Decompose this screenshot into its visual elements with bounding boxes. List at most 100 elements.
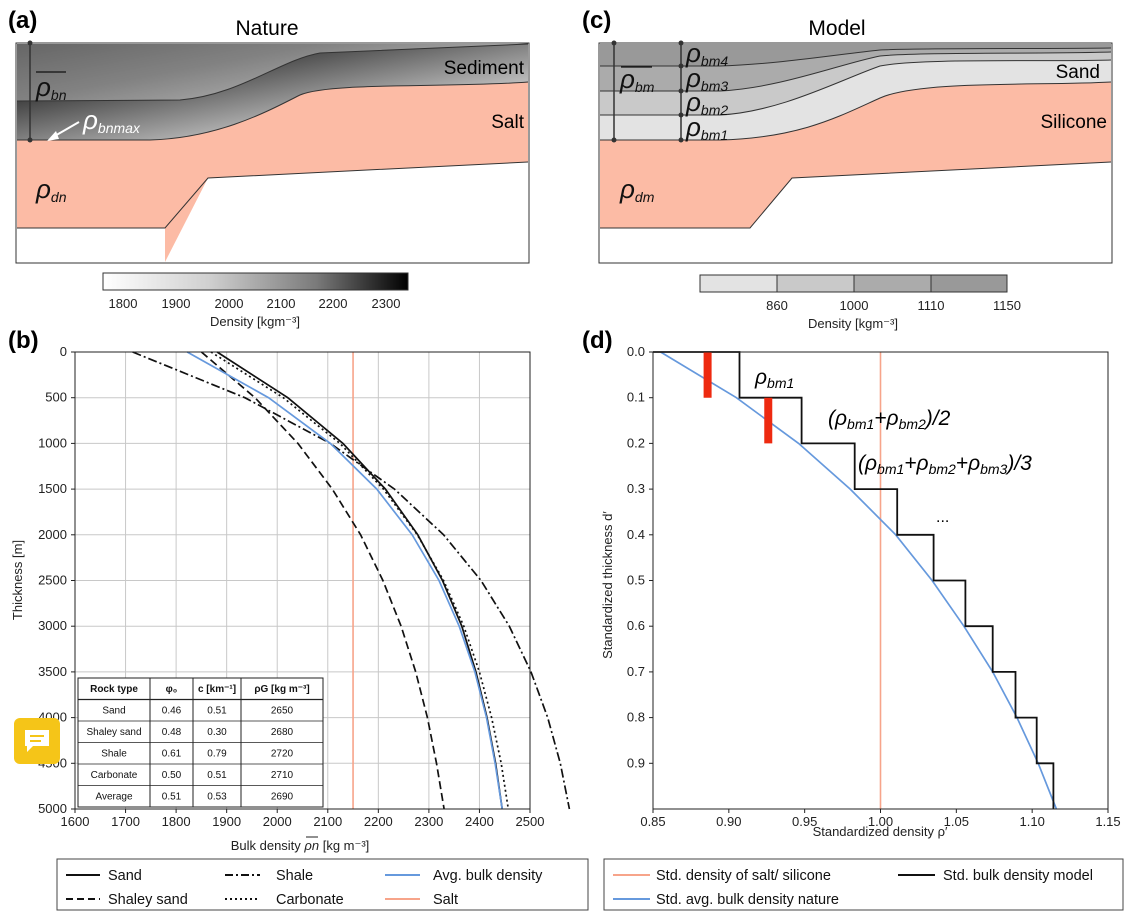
table-cell: Carbonate bbox=[91, 770, 138, 781]
d-xtick-label: 0.95 bbox=[792, 814, 817, 829]
b-xlabel: Bulk density ρn [kg m⁻³] bbox=[231, 838, 370, 853]
sand-layer-4 bbox=[600, 44, 1111, 66]
rho-bm4-label: ρbm4 bbox=[685, 38, 728, 69]
basement-line-model bbox=[600, 161, 1112, 229]
cbar-step bbox=[776, 274, 855, 293]
nature-colorbar-ticks: 1800 1900 2000 2100 2200 2300 bbox=[109, 296, 401, 311]
d-ytick-label: 0.5 bbox=[627, 573, 645, 588]
table-cell: 0.61 bbox=[162, 749, 182, 760]
bar-dot bbox=[678, 88, 684, 94]
bar-dot bbox=[678, 63, 684, 69]
thickness-bar-bottom bbox=[27, 137, 33, 143]
b-xtick-label: 1900 bbox=[212, 814, 241, 829]
salt-label: Salt bbox=[491, 112, 524, 133]
d-x-ticks: 0.85 0.90 0.95 1.00 1.05 1.10 1.15 bbox=[640, 809, 1121, 829]
legend-sand: Sand bbox=[108, 868, 142, 884]
cbar-c-tick: 1150 bbox=[993, 298, 1021, 313]
b-series-carbonate bbox=[210, 351, 510, 810]
panel-d-letter: (d) bbox=[582, 327, 613, 354]
annot-avg-2: (ρbm1+ρbm2)/2 bbox=[828, 407, 951, 432]
table-header-cell: Rock type bbox=[90, 684, 138, 695]
table-cell: 0.79 bbox=[207, 749, 227, 760]
b-ytick-label: 1500 bbox=[38, 481, 67, 496]
legend-avg: Avg. bulk density bbox=[433, 868, 543, 884]
rho-bnmax-label: ρbnmax bbox=[82, 105, 141, 136]
panel-b-letter: (b) bbox=[8, 327, 39, 354]
cbar-a-tick: 1900 bbox=[162, 296, 191, 311]
table-cell: 0.30 bbox=[207, 727, 227, 738]
legend-shale: Shale bbox=[276, 868, 313, 884]
annot-avg-3: (ρbm1+ρbm2+ρbm3)/3 bbox=[858, 452, 1032, 477]
b-xtick-label: 2200 bbox=[364, 814, 393, 829]
table-cell: 0.51 bbox=[207, 770, 227, 781]
rho-bn-label: ρbn bbox=[35, 72, 67, 103]
bar-dot bbox=[611, 137, 617, 143]
table-cell: 2720 bbox=[271, 749, 294, 760]
rho-bnmax-arrow bbox=[52, 121, 80, 138]
rho-bm1-label: ρbm1 bbox=[685, 112, 728, 143]
d-ytick-label: 0.0 bbox=[627, 344, 645, 359]
cbar-c-tick: 860 bbox=[766, 298, 788, 313]
panel-a-letter: (a) bbox=[8, 7, 37, 34]
b-xtick-label: 2000 bbox=[263, 814, 292, 829]
d-step-model bbox=[653, 351, 1055, 809]
d-ytick-label: 0.7 bbox=[627, 664, 645, 679]
b-xtick-label: 2400 bbox=[465, 814, 494, 829]
d-xtick-label: 0.90 bbox=[716, 814, 741, 829]
feedback-button[interactable] bbox=[14, 718, 60, 764]
sand-boundary-3 bbox=[600, 47, 1112, 67]
legend-std-salt: Std. density of salt/ silicone bbox=[656, 868, 831, 884]
panel-c-letter: (c) bbox=[582, 7, 611, 34]
d-series bbox=[653, 351, 1058, 810]
cbar-step bbox=[853, 274, 932, 293]
rock-table: Rock type φ₀ c [km⁻¹] ρG [kg m⁻³] Sand 0.46 0.… bbox=[77, 677, 324, 808]
sediment-iso-line bbox=[16, 43, 529, 102]
legend-d-box bbox=[603, 858, 1124, 911]
rho-bm2-label: ρbm2 bbox=[685, 87, 728, 118]
thickness-bar-top bbox=[27, 40, 33, 46]
cbar-step bbox=[930, 274, 1008, 293]
legend-carbonate: Carbonate bbox=[276, 892, 344, 908]
d-ytick-label: 0.8 bbox=[627, 710, 645, 725]
top-silicone-line bbox=[600, 81, 1112, 141]
cbar-a-tick: 2100 bbox=[267, 296, 296, 311]
b-x-ticks: 1600 1700 1800 1900 2000 2100 2200 2300 2400 2500 bbox=[61, 809, 544, 829]
legend-salt: Salt bbox=[433, 892, 458, 908]
table-header-cell: c [km⁻¹] bbox=[198, 684, 236, 695]
d-xtick-label: 1.15 bbox=[1095, 814, 1120, 829]
table-cell: Average bbox=[95, 792, 133, 803]
legend-d: Std. density of salt/ silicone Std. avg.… bbox=[603, 858, 1124, 911]
d-xtick-label: 1.00 bbox=[868, 814, 893, 829]
panel-c-title: Model bbox=[808, 17, 865, 40]
b-ytick-label: 5000 bbox=[38, 801, 67, 816]
d-ytick-label: 0.4 bbox=[627, 527, 645, 542]
cbar-a-tick: 2200 bbox=[319, 296, 348, 311]
cbar-a-tick: 2300 bbox=[372, 296, 401, 311]
sand-label: Sand bbox=[1056, 62, 1100, 83]
silicone-label: Silicone bbox=[1040, 112, 1107, 133]
message-icon bbox=[25, 730, 49, 752]
legend-b: Sand Shaley sand Shale Carbonate Avg. bu… bbox=[56, 858, 589, 911]
table-header-cell: φ₀ bbox=[166, 684, 178, 695]
sand-boundary-2 bbox=[600, 51, 1112, 92]
annot-rho-bm1: ρbm1 bbox=[754, 366, 794, 391]
b-ytick-label: 3000 bbox=[38, 618, 67, 633]
d-xtick-label: 1.10 bbox=[1020, 814, 1045, 829]
sediment-upper-tone bbox=[17, 44, 528, 101]
nature-colorbar bbox=[102, 272, 409, 291]
table-header-cell: ρG [kg m⁻³] bbox=[254, 684, 309, 695]
cbar-c-tick: 1110 bbox=[918, 298, 945, 313]
d-ytick-label: 0.2 bbox=[627, 435, 645, 450]
table-cell: 0.50 bbox=[162, 770, 182, 781]
panel-d: (d) 0.85 0.90 0.95 1.00 1.05 1.10 1.15 0.00.10… bbox=[582, 327, 1121, 839]
basement-white bbox=[17, 228, 165, 262]
panel-a-title: Nature bbox=[235, 17, 298, 40]
table-cell: 0.48 bbox=[162, 727, 182, 738]
basement-line bbox=[17, 161, 529, 229]
b-xtick-label: 1700 bbox=[111, 814, 140, 829]
table-cell: 0.51 bbox=[162, 792, 182, 803]
rho-bm3-label: ρbm3 bbox=[685, 63, 728, 94]
silicone-layer bbox=[600, 82, 1111, 228]
legend-shaley-sand: Shaley sand bbox=[108, 892, 188, 908]
d-ytick-label: 0.3 bbox=[627, 481, 645, 496]
